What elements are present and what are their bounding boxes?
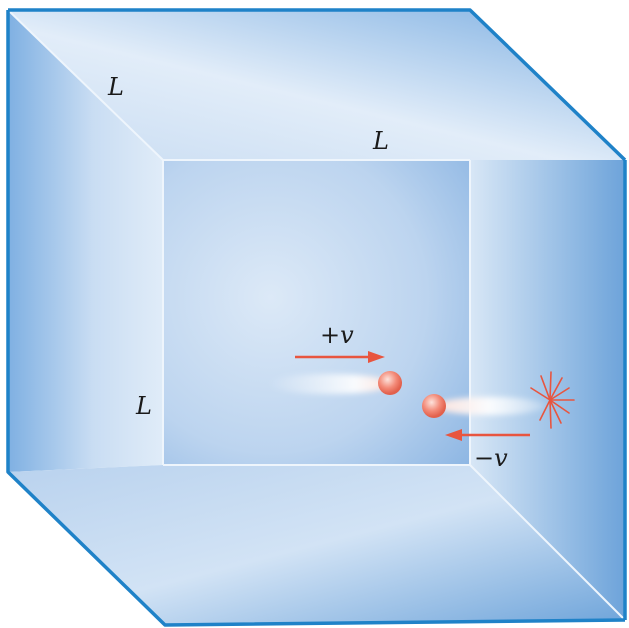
top-face [8,10,625,160]
collision-burst-icon [530,371,575,429]
velocity-label-negative: −v [474,444,508,472]
particle-moving-left [422,394,545,418]
velocity-label-positive: +v [320,321,354,349]
motion-trail-right [268,374,392,394]
velocity-arrow-left [445,429,530,441]
edge-label-top-front: L [372,127,389,155]
outer-edges [6,8,627,627]
motion-trail-left [435,397,545,415]
bottom-face [8,465,625,625]
velocity-arrow-right [295,351,385,363]
right-face [470,160,625,620]
left-face [8,10,163,472]
particle-right [378,371,402,395]
edge-label-top-left: L [107,73,124,101]
back-face [163,160,470,465]
particle-moving-right [268,371,402,395]
particle-left [422,394,446,418]
edge-label-front-left: L [135,392,152,420]
